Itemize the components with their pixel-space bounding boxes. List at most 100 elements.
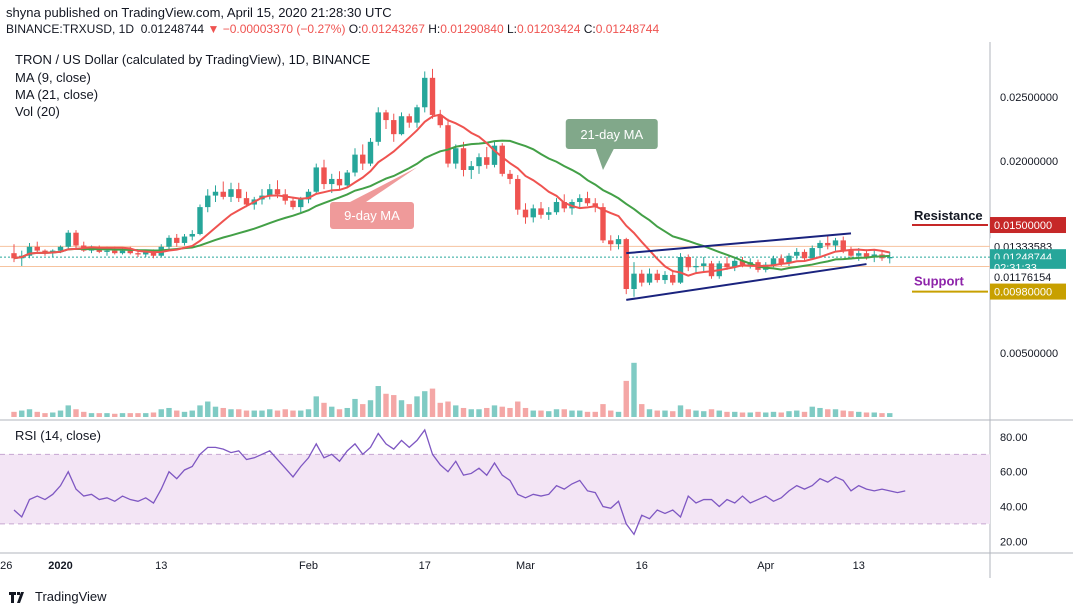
volume-bar	[220, 407, 226, 417]
candle-body	[708, 263, 715, 277]
volume-bar	[770, 411, 777, 417]
candle-body	[530, 208, 536, 218]
candle-body	[352, 154, 358, 173]
price-chart[interactable]: 0.005000000.010000000.015000000.02000000…	[0, 42, 1073, 587]
candle-body	[724, 263, 730, 268]
volume-bar	[42, 413, 48, 417]
volume-bar	[383, 393, 389, 417]
time-tick-label: 2020	[48, 560, 72, 572]
candle-body	[809, 248, 815, 259]
candle-body	[367, 141, 374, 164]
candle-body	[453, 148, 459, 164]
candle-body	[577, 198, 583, 202]
volume-bar	[530, 410, 536, 417]
price-axis-tag-label: 0.01176154	[994, 272, 1051, 284]
candle-body	[414, 107, 420, 123]
candle-body	[770, 258, 777, 265]
volume-bar	[739, 412, 746, 417]
volume-bar	[515, 401, 521, 417]
volume-bar	[817, 407, 823, 417]
candle-body	[476, 157, 482, 167]
tradingview-footer[interactable]: TradingView	[8, 589, 107, 604]
candle-body	[887, 257, 893, 259]
volume-bar	[716, 410, 722, 417]
volume-bar	[693, 410, 699, 417]
candle-body	[282, 194, 288, 201]
candle-body	[383, 112, 389, 121]
volume-bar	[553, 409, 560, 417]
volume-bar	[57, 410, 64, 417]
volume-bar	[755, 411, 761, 417]
volume-bar	[468, 409, 474, 417]
volume-bar	[794, 410, 800, 417]
candle-body	[112, 250, 118, 254]
volume-bar	[577, 410, 583, 417]
volume-bar	[143, 413, 149, 417]
candle-body	[127, 250, 133, 254]
candle-body	[546, 212, 552, 215]
volume-bar	[677, 405, 684, 417]
volume-bar	[26, 409, 33, 417]
volume-bar	[856, 411, 862, 417]
volume-bar	[19, 410, 25, 417]
candle-body	[406, 116, 412, 123]
volume-bar	[584, 411, 591, 417]
chart-title: TRON / US Dollar (calculated by TradingV…	[15, 52, 371, 67]
candle-body	[786, 255, 792, 264]
volume-bar	[290, 410, 296, 417]
ma21-line	[13, 139, 890, 271]
candle-body	[57, 246, 64, 251]
volume-bar	[825, 409, 831, 417]
volume-bar	[313, 396, 319, 417]
price-tick-label: 0.02500000	[1000, 92, 1058, 104]
volume-bar	[871, 412, 877, 417]
volume-bar	[282, 409, 288, 417]
candle-body	[336, 178, 343, 186]
price-tick-label: 0.02000000	[1000, 156, 1058, 168]
volume-bar	[243, 410, 250, 417]
volume-bar	[205, 401, 211, 417]
last-price: 0.01248744	[140, 22, 205, 36]
volume-bar	[127, 413, 133, 417]
price-axis-tag	[990, 217, 1066, 234]
volume-bar	[73, 409, 79, 417]
candle-body	[693, 265, 699, 268]
low-value: 0.01203424	[516, 22, 581, 36]
volume-bar	[96, 413, 102, 417]
candle-body	[840, 240, 846, 251]
volume-bar	[197, 405, 203, 417]
candle-body	[794, 251, 800, 256]
tradingview-brand: TradingView	[35, 589, 107, 604]
volume-bar	[608, 410, 614, 417]
volume-bar	[778, 412, 784, 417]
volume-bar	[538, 410, 544, 417]
candle-body	[375, 112, 381, 142]
volume-bar	[809, 406, 815, 417]
candle-body	[685, 257, 691, 268]
ma9-callout-label: 9-day MA	[344, 208, 400, 223]
volume-bar	[429, 388, 436, 417]
volume-bar	[11, 411, 17, 417]
time-tick-label: 16	[636, 560, 648, 572]
candle-body	[468, 166, 474, 170]
volume-bar	[336, 409, 343, 417]
volume-bar	[460, 407, 467, 417]
volume-bar	[453, 405, 459, 417]
time-tick-label: 26	[0, 560, 12, 572]
open-label: O:	[348, 22, 362, 36]
volume-bar	[732, 411, 738, 417]
candle-body	[104, 250, 110, 252]
high-label: H:	[428, 22, 441, 36]
candle-body	[460, 148, 467, 170]
volume-bar	[251, 410, 257, 417]
ma21-callout	[565, 119, 658, 149]
volume-bar	[840, 410, 846, 417]
volume-bar	[181, 411, 188, 417]
volume-bar	[375, 386, 381, 417]
high-value: 0.01290840	[440, 22, 504, 36]
candle-body	[701, 263, 707, 266]
volume-bar	[763, 412, 769, 417]
volume-bar	[887, 413, 893, 417]
volume-bar	[476, 409, 482, 417]
channel-lower-line	[626, 263, 867, 301]
